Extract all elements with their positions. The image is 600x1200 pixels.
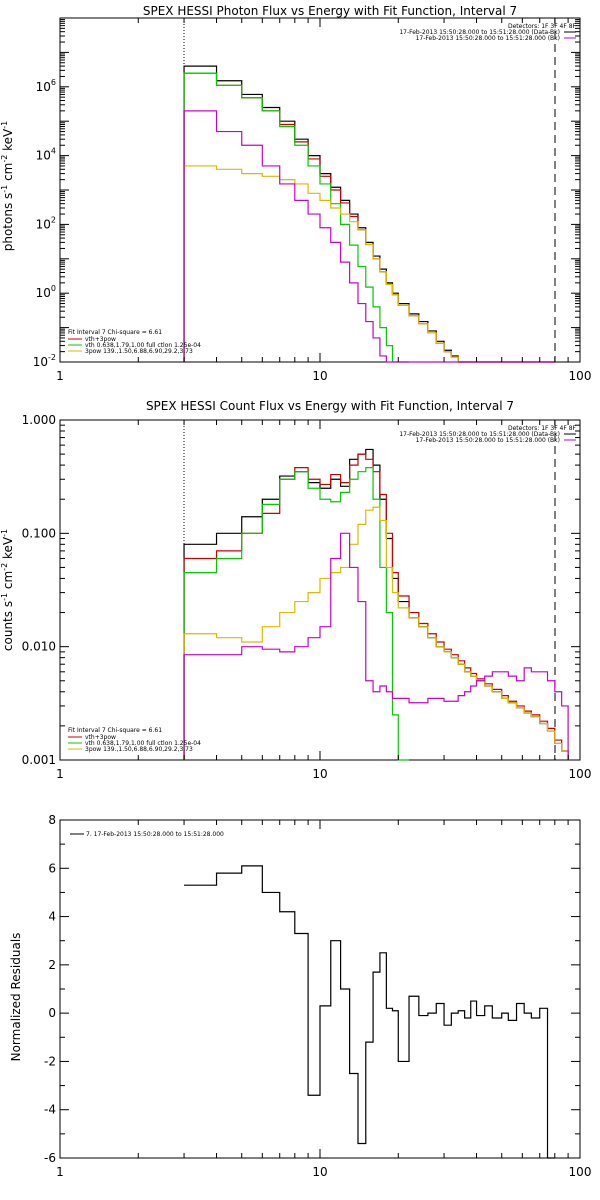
photon-series-group — [183, 65, 555, 363]
residuals-xtick-label: 100 — [569, 1165, 592, 1179]
residuals-series-group — [184, 865, 555, 1159]
residuals-ylabel-text: Normalized Residuals — [9, 933, 23, 1062]
residuals-panel: Normalized Residuals 1 10 100 -6 -4 -2 0 2 4 6 8 7… — [9, 813, 591, 1179]
count-ytick-label: 0.010 — [22, 640, 56, 654]
residuals-legend-top: 7. 17-Feb-2013 15:50:28.000 to 15:51:28.… — [70, 831, 224, 838]
photon-series-3 — [183, 165, 555, 363]
count-ylabel-sup: -1 — [0, 593, 9, 601]
photon-legend-text: 17-Feb-2013 15:50:28.000 to 15:51:28.000… — [399, 29, 560, 36]
residuals-ytick-label: -6 — [44, 1151, 56, 1165]
residuals-ylabel: Normalized Residuals — [9, 933, 23, 1062]
svg-text:counts s-1 cm-2 keV-1: counts s-1 cm-2 keV-1 — [0, 529, 15, 651]
residuals-xtick-label: 10 — [312, 1165, 327, 1179]
photon-ytick-label: 102 — [36, 215, 56, 231]
residuals-ytick-label: -2 — [44, 1054, 56, 1068]
residuals-ytick-label: 8 — [48, 813, 56, 827]
count-xtick-label: 10 — [312, 767, 327, 781]
count-series-group — [183, 448, 569, 761]
residuals-ytick-label: 6 — [48, 861, 56, 875]
photon-legend-bottom: Fit Interval 7 Chi-square = 6.61vth+3pow… — [68, 329, 201, 355]
photon-title: SPEX HESSI Photon Flux vs Energy with Fi… — [143, 4, 517, 18]
count-legend-text: vth+3pow — [85, 734, 116, 741]
photon-ytick-label: 10-2 — [33, 353, 56, 369]
count-ylabel-part: cm — [1, 571, 15, 593]
count-legend-text: Detectors: 1F 3F 4F 8F — [508, 425, 577, 432]
photon-ylabel-sup: -2 — [0, 155, 9, 163]
photon-ytick-label: 100 — [36, 284, 56, 300]
count-axes-group: 1 10 100 0.001 0.010 0.100 1.000 — [22, 413, 592, 781]
count-ytick-label: 0.001 — [22, 753, 56, 767]
count-ylabel: counts s-1 cm-2 keV-1 — [0, 529, 15, 651]
photon-ylabel-sup: -1 — [0, 121, 9, 129]
photon-axes-group: 1 10 100 10-2 100 102 104 106 — [33, 17, 592, 383]
photon-series-0 — [183, 65, 555, 363]
count-legend-text: 17-Feb-2013 15:50:28.000 to 15:51:28.000… — [416, 437, 560, 444]
photon-legend-title: Fit Interval 7 Chi-square = 6.61 — [68, 329, 162, 336]
photon-ylabel-part: keV — [1, 128, 15, 155]
photon-xtick-label: 10 — [312, 369, 327, 383]
count-ylabel-sup: -2 — [0, 563, 9, 571]
count-panel: SPEX HESSI Count Flux vs Energy with Fit… — [0, 399, 591, 781]
residuals-ytick-label: 4 — [48, 910, 56, 924]
photon-legend-text: Detectors: 1F 3F 4F 8F — [508, 23, 577, 30]
count-ytick-label: 0.100 — [22, 526, 56, 540]
photon-ylabel: photons s-1 cm-2 keV-1 — [0, 121, 15, 252]
photon-ytick-label: 104 — [36, 147, 56, 163]
count-ytick-label: 1.000 — [22, 413, 56, 427]
count-series-2 — [183, 467, 410, 761]
count-legend-text: 3pow 139.,1.50,6.88,6.90,29.2,3.73 — [85, 746, 193, 753]
photon-xtick-label: 100 — [569, 369, 592, 383]
count-legend-bottom: Fit Interval 7 Chi-square = 6.61vth+3pow… — [68, 727, 201, 753]
photon-legend-text: vth 0.638,1.79,1.00 full ctlon 1.25e-04 — [85, 342, 201, 349]
photon-ytick-label: 106 — [36, 78, 56, 94]
residuals-axes-group: 1 10 100 -6 -4 -2 0 2 4 6 8 — [44, 813, 591, 1179]
photon-series-1 — [183, 72, 555, 363]
photon-xtick-label: 1 — [56, 369, 64, 383]
count-series-3 — [183, 506, 569, 760]
count-ylabel-sup: -1 — [0, 529, 9, 537]
residuals-ytick-label: 0 — [48, 1006, 56, 1020]
photon-ylabel-part: cm — [1, 163, 15, 185]
residuals-xtick-label: 1 — [56, 1165, 64, 1179]
residuals-ytick-label: 2 — [48, 958, 56, 972]
count-legend-text: vth 0.638,1.79,1.00 full ctlon 1.25e-04 — [85, 740, 201, 747]
photon-panel: SPEX HESSI Photon Flux vs Energy with Fi… — [0, 4, 591, 383]
count-legend-title: Fit Interval 7 Chi-square = 6.61 — [68, 727, 162, 734]
photon-legend-text: vth+3pow — [85, 336, 116, 343]
photon-series-2 — [183, 72, 410, 363]
count-series-0 — [183, 448, 569, 760]
count-xtick-label: 100 — [569, 767, 592, 781]
residuals-ytick-label: -4 — [44, 1103, 56, 1117]
photon-legend-text: 3pow 139.,1.50,6.88,6.90,29.2,3.73 — [85, 348, 193, 355]
count-ylabel-part: counts s — [1, 601, 15, 651]
residuals-frame — [59, 819, 581, 1159]
residuals-series-0 — [184, 865, 555, 1159]
count-series-4 — [183, 532, 569, 760]
photon-ylabel-part: photons s — [1, 193, 15, 252]
residuals-legend-text: 7. 17-Feb-2013 15:50:28.000 to 15:51:28.… — [86, 831, 224, 838]
photon-legend-text: 17-Feb-2013 15:50:28.000 to 15:51:28.000… — [416, 35, 560, 42]
svg-text:photons s-1 cm-2 keV-1: photons s-1 cm-2 keV-1 — [0, 121, 15, 252]
count-legend-text: 17-Feb-2013 15:50:28.000 to 15:51:28.000… — [399, 431, 560, 438]
photon-frame — [59, 17, 581, 363]
count-xtick-label: 1 — [56, 767, 64, 781]
count-series-1 — [183, 453, 569, 760]
count-ylabel-part: keV — [1, 536, 15, 563]
photon-ylabel-sup: -1 — [0, 185, 9, 193]
photon-series-4 — [183, 110, 555, 363]
count-title: SPEX HESSI Count Flux vs Energy with Fit… — [146, 399, 514, 413]
